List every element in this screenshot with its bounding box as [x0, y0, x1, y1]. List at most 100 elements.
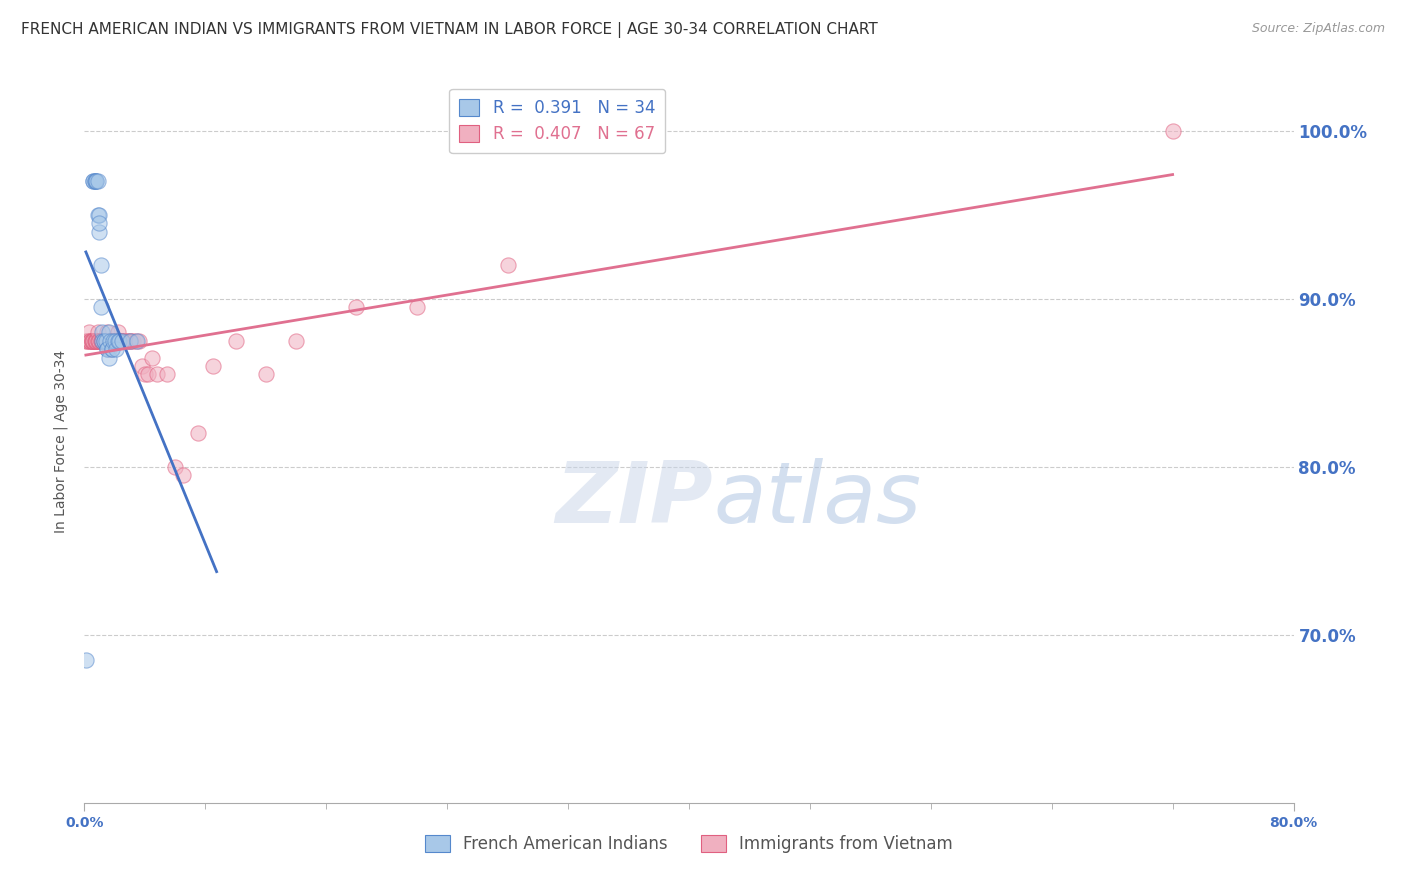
Point — [110, 334, 132, 348]
Point — [94, 334, 117, 348]
Point — [86, 174, 108, 188]
Point — [89, 334, 111, 348]
Point — [96, 326, 118, 340]
Point — [82, 174, 104, 188]
Point — [87, 334, 110, 348]
Point — [98, 334, 121, 348]
Point — [104, 334, 127, 348]
Point — [121, 334, 143, 348]
Point — [87, 334, 110, 348]
Point — [225, 334, 247, 348]
Point — [115, 334, 138, 348]
Point — [96, 334, 118, 348]
Point — [125, 334, 148, 348]
Point — [172, 468, 194, 483]
Point — [91, 334, 114, 348]
Text: FRENCH AMERICAN INDIAN VS IMMIGRANTS FROM VIETNAM IN LABOR FORCE | AGE 30-34 COR: FRENCH AMERICAN INDIAN VS IMMIGRANTS FRO… — [21, 22, 877, 38]
Point — [80, 334, 103, 348]
Point — [87, 174, 110, 188]
Point — [91, 334, 114, 348]
Point — [96, 342, 118, 356]
Point — [93, 334, 115, 348]
Point — [86, 334, 108, 348]
Point — [107, 326, 129, 340]
Point — [82, 334, 104, 348]
Point — [89, 208, 111, 222]
Point — [111, 334, 134, 348]
Point — [75, 653, 97, 667]
Point — [79, 334, 101, 348]
Point — [82, 174, 104, 188]
Point — [75, 334, 97, 348]
Point — [105, 342, 128, 356]
Point — [100, 342, 122, 356]
Point — [96, 342, 118, 356]
Point — [100, 342, 122, 356]
Point — [86, 334, 108, 348]
Point — [111, 334, 134, 348]
Point — [97, 351, 120, 365]
Point — [165, 459, 187, 474]
Point — [82, 334, 104, 348]
Point — [77, 326, 100, 340]
Point — [97, 334, 120, 348]
Point — [118, 334, 141, 348]
Point — [496, 258, 519, 272]
Point — [156, 368, 179, 382]
Point — [93, 334, 115, 348]
Point — [79, 334, 101, 348]
Point — [104, 334, 127, 348]
Point — [346, 300, 368, 314]
Point — [1161, 124, 1184, 138]
Point — [100, 334, 122, 348]
Point — [87, 208, 110, 222]
Point — [117, 334, 139, 348]
Point — [285, 334, 308, 348]
Point — [80, 334, 103, 348]
Point — [105, 334, 128, 348]
Point — [94, 334, 117, 348]
Point — [91, 326, 114, 340]
Point — [84, 174, 107, 188]
Point — [254, 368, 277, 382]
Point — [114, 334, 136, 348]
Point — [80, 334, 103, 348]
Point — [141, 351, 163, 365]
Point — [90, 334, 112, 348]
Legend: French American Indians, Immigrants from Vietnam: French American Indians, Immigrants from… — [418, 828, 960, 860]
Point — [84, 334, 107, 348]
Point — [93, 334, 115, 348]
Point — [97, 342, 120, 356]
Point — [86, 334, 108, 348]
Point — [89, 216, 111, 230]
Point — [86, 174, 108, 188]
Point — [108, 334, 131, 348]
Text: Source: ZipAtlas.com: Source: ZipAtlas.com — [1251, 22, 1385, 36]
Point — [128, 334, 150, 348]
Point — [187, 426, 209, 441]
Point — [90, 300, 112, 314]
Point — [131, 359, 153, 373]
Point — [136, 368, 159, 382]
Point — [101, 334, 124, 348]
Point — [76, 334, 98, 348]
Point — [87, 326, 110, 340]
Y-axis label: In Labor Force | Age 30-34: In Labor Force | Age 30-34 — [53, 350, 69, 533]
Point — [89, 225, 111, 239]
Point — [146, 368, 169, 382]
Point — [127, 334, 149, 348]
Point — [84, 174, 107, 188]
Point — [90, 258, 112, 272]
Point — [120, 334, 142, 348]
Point — [118, 334, 141, 348]
Point — [101, 334, 124, 348]
Point — [111, 334, 134, 348]
Point — [77, 334, 100, 348]
Point — [134, 368, 156, 382]
Point — [84, 334, 107, 348]
Point — [98, 334, 121, 348]
Point — [91, 334, 114, 348]
Point — [406, 300, 429, 314]
Point — [90, 334, 112, 348]
Point — [107, 334, 129, 348]
